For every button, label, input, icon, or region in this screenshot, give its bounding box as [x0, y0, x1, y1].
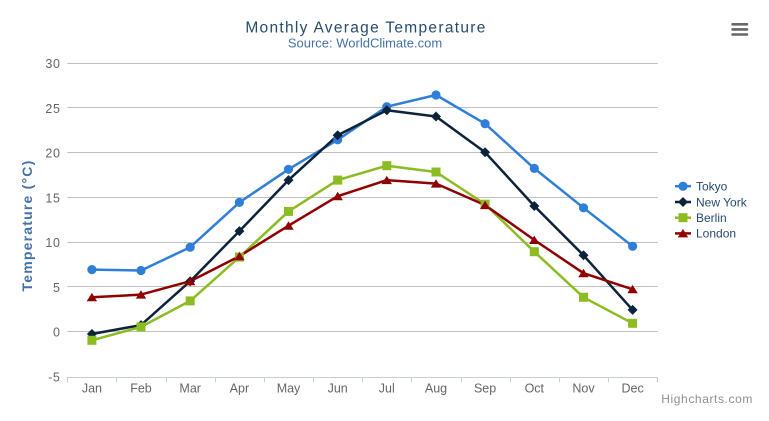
svg-text:Aug: Aug	[425, 382, 447, 396]
svg-text:15: 15	[45, 191, 60, 205]
svg-text:London: London	[696, 227, 736, 241]
svg-text:Sep: Sep	[474, 382, 496, 396]
svg-text:Berlin: Berlin	[696, 211, 727, 225]
svg-text:Monthly Average Temperature: Monthly Average Temperature	[245, 20, 486, 37]
svg-text:Mar: Mar	[179, 382, 201, 396]
svg-text:5: 5	[53, 281, 61, 295]
svg-text:Dec: Dec	[621, 382, 643, 396]
svg-text:Source: WorldClimate.com: Source: WorldClimate.com	[288, 36, 442, 51]
svg-text:Apr: Apr	[230, 382, 249, 396]
svg-text:May: May	[277, 382, 301, 396]
svg-text:New York: New York	[696, 195, 748, 209]
svg-text:Jul: Jul	[379, 382, 395, 396]
svg-text:20: 20	[45, 147, 60, 161]
svg-text:10: 10	[45, 236, 60, 250]
svg-text:0: 0	[53, 326, 61, 340]
svg-text:-5: -5	[48, 370, 60, 384]
svg-text:30: 30	[45, 57, 60, 71]
svg-text:Jan: Jan	[82, 382, 102, 396]
svg-text:Feb: Feb	[130, 382, 152, 396]
svg-text:Tokyo: Tokyo	[696, 180, 728, 194]
svg-text:25: 25	[45, 102, 60, 116]
svg-text:Nov: Nov	[572, 382, 595, 396]
svg-text:Temperature (°C): Temperature (°C)	[19, 160, 35, 292]
svg-text:Highcharts.com: Highcharts.com	[661, 392, 753, 406]
svg-text:Oct: Oct	[525, 382, 545, 396]
svg-text:Jun: Jun	[328, 382, 348, 396]
